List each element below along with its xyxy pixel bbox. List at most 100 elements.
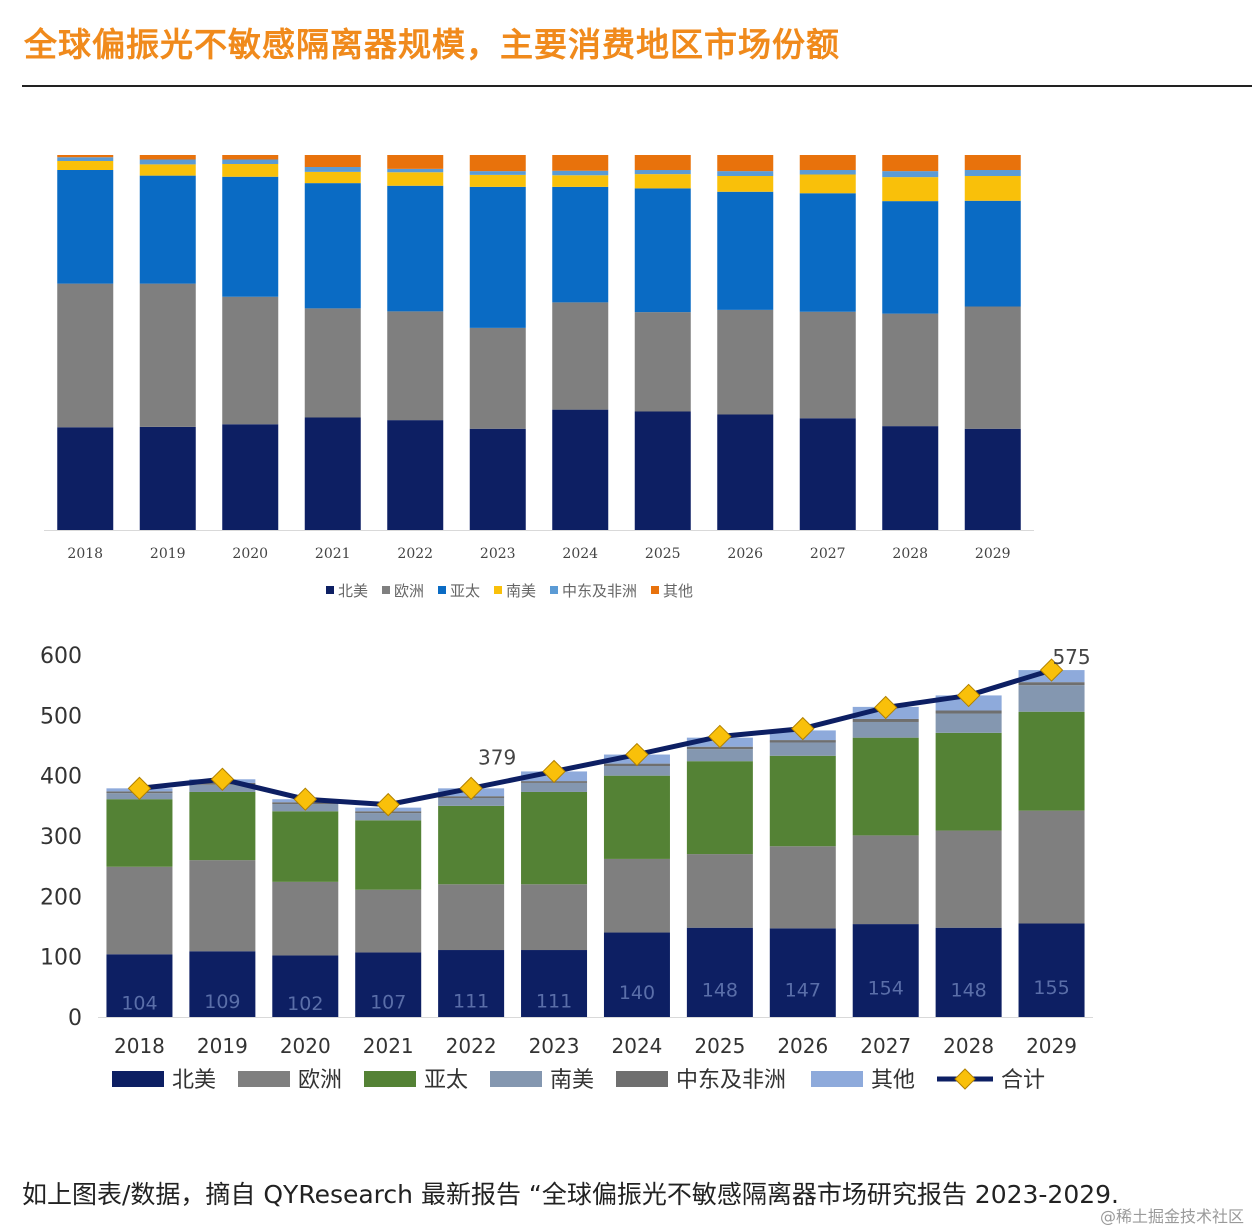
bar-segment-中东及非洲 [799, 170, 856, 175]
bar-segment-欧洲 [935, 830, 1002, 928]
bar-segment-南美 [935, 713, 1002, 733]
bar-segment-亚太 [469, 186, 526, 328]
bar-segment-北美 [852, 924, 919, 1017]
bar-data-label: 107 [370, 992, 406, 1014]
total-marker [459, 776, 483, 801]
bar-segment-南美 [799, 174, 856, 194]
bar-segment-亚太 [222, 176, 279, 297]
bar-segment-其他 [882, 155, 939, 172]
bar-segment-其他 [799, 155, 856, 170]
bar-segment-其他 [139, 155, 196, 160]
bar-segment-亚太 [882, 201, 939, 314]
bar-segment-中东及非洲 [552, 170, 609, 176]
legend-swatch-欧洲 [238, 1071, 290, 1087]
legend-label: 欧洲 [298, 1068, 342, 1093]
bar-segment-亚太 [852, 737, 919, 836]
bar-segment-中东及非洲 [964, 170, 1021, 176]
bar-segment-南美 [521, 782, 588, 792]
bar-segment-欧洲 [882, 313, 939, 427]
bar-data-label: 102 [287, 993, 323, 1015]
bar-segment-中东及非洲 [1018, 682, 1085, 686]
bar-segment-南美 [222, 164, 279, 177]
percent-stacked-bar-chart: 2018 2019 2020 2021 2022 2023 2024 2025 2026 2027… [44, 155, 1034, 600]
bar-segment-亚太 [355, 820, 422, 890]
bar-segment-亚太 [799, 193, 856, 312]
legend-label: 北美 [172, 1068, 216, 1093]
bar-segment-其他 [552, 155, 609, 171]
bar-segment-北美 [935, 927, 1002, 1017]
bar-segment-北美 [521, 950, 588, 1017]
bar-segment-欧洲 [769, 846, 836, 929]
bar-segment-亚太 [106, 799, 173, 867]
bar-segment-欧洲 [634, 312, 691, 412]
legend-label: 中东及非洲 [562, 582, 637, 600]
bar-data-label: 109 [204, 991, 240, 1013]
bar-segment-北美 [139, 426, 196, 530]
bar-segment-北美 [769, 928, 836, 1017]
bar-data-label: 148 [950, 979, 986, 1001]
bar-segment-亚太 [272, 811, 339, 882]
legend-swatch-total-marker [954, 1068, 976, 1090]
bar-segment-南美 [1018, 685, 1085, 712]
bar-segment-亚太 [387, 185, 444, 312]
x-tick-label: 2027 [860, 1034, 911, 1058]
bar-segment-南美 [686, 749, 753, 762]
bar-segment-中东及非洲 [634, 170, 691, 175]
bar-segment-北美 [799, 418, 856, 530]
x-tick-label: 2029 [1026, 1034, 1077, 1058]
bar-segment-欧洲 [552, 302, 609, 410]
x-tick-label: 2022 [397, 546, 433, 562]
bar-segment-北美 [304, 417, 361, 530]
legend-label: 南美 [550, 1068, 594, 1093]
legend-swatch-中东及非洲 [616, 1071, 668, 1087]
bar-segment-南美 [769, 742, 836, 756]
bar-segment-亚太 [189, 791, 256, 861]
x-tick-label: 2023 [529, 1034, 580, 1058]
total-marker [127, 776, 152, 801]
x-tick-label: 2025 [645, 546, 681, 562]
x-tick-label: 2022 [446, 1034, 497, 1058]
total-marker [376, 792, 400, 817]
bar-segment-南美 [882, 177, 939, 202]
bar-segment-中东及非洲 [852, 718, 919, 722]
x-tick-label: 2024 [562, 546, 598, 562]
y-tick-label: 300 [40, 825, 82, 850]
title-divider [22, 85, 1252, 87]
bar-segment-北美 [387, 420, 444, 530]
page-title: 全球偏振光不敏感隔离器规模，主要消费地区市场份额 [24, 25, 840, 64]
bar-segment-南美 [139, 164, 196, 176]
legend-label: 其他 [871, 1068, 915, 1093]
bar-segment-北美 [1018, 923, 1085, 1017]
bar-segment-南美 [355, 813, 422, 821]
x-tick-label: 2025 [694, 1034, 745, 1058]
total-data-label: 379 [478, 745, 516, 769]
bar-segment-北美 [272, 955, 339, 1017]
bar-segment-亚太 [769, 755, 836, 847]
x-tick-label: 2027 [810, 546, 846, 562]
bar-segment-中东及非洲 [935, 710, 1002, 714]
bar-segment-北美 [355, 952, 422, 1017]
legend-label: 其他 [663, 582, 693, 600]
bar-segment-欧洲 [222, 296, 279, 425]
bar-segment-南美 [469, 174, 526, 187]
legend-label: 合计 [1001, 1068, 1045, 1093]
bar-segment-中东及非洲 [387, 168, 444, 173]
bar-segment-北美 [552, 409, 609, 530]
bar-segment-欧洲 [387, 311, 444, 421]
x-tick-label: 2018 [114, 1034, 165, 1058]
legend-label: 中东及非洲 [676, 1068, 786, 1093]
bar-segment-欧洲 [438, 884, 505, 951]
y-tick-label: 500 [40, 704, 82, 729]
bar-segment-欧洲 [139, 283, 196, 427]
legend-label: 亚太 [450, 582, 480, 600]
bar-segment-南美 [304, 171, 361, 184]
bar-segment-其他 [387, 155, 444, 169]
bar-segment-欧洲 [964, 306, 1021, 429]
bar-segment-亚太 [139, 175, 196, 284]
bar-segment-中东及非洲 [304, 167, 361, 172]
x-tick-label: 2018 [67, 546, 103, 562]
legend-label: 北美 [338, 582, 368, 600]
bar-segment-其他 [634, 155, 691, 170]
bar-segment-北美 [634, 411, 691, 530]
